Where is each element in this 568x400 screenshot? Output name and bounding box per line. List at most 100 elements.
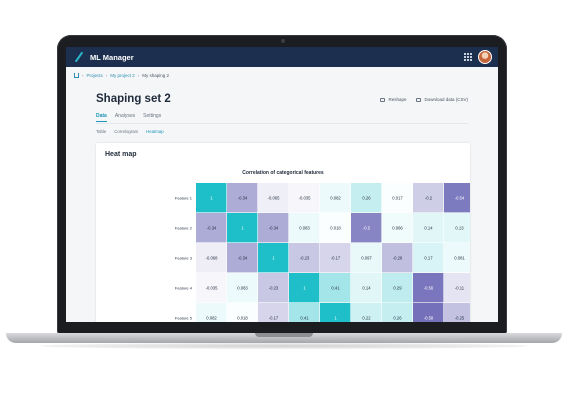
reshape-button[interactable]: Reshape [380,97,406,102]
heatmap-cell [320,273,351,303]
cell-value: -0.5 [363,226,371,231]
tab-analyses[interactable]: Analyses [114,113,136,119]
download-icon [416,97,422,102]
app-logo-icon[interactable] [74,52,84,62]
page-title: Shaping set 2 [96,93,171,105]
page-actions: Reshape Download data (CSV) [380,97,468,102]
heatmap-cell [196,303,227,322]
laptop-base-notch [255,333,313,337]
heatmap-cell [258,273,289,303]
cell-value: -0.54 [455,196,465,201]
heatmap-cell [320,243,351,273]
heatmap-cell [413,183,444,213]
subtab-correlogram[interactable]: Correlogram [114,129,139,134]
heatmap-cell [258,243,289,273]
heatmap-cell [413,303,444,322]
cell-value: 0.066 [392,226,403,231]
heatmap-cell [351,303,382,322]
cell-value: -0.2 [425,196,433,201]
heatmap-cell [351,213,382,243]
heatmap-cell [289,243,320,273]
laptop-screen: ML Manager › Projects › My project 2 › M… [66,47,498,322]
heatmap-card: Heat map Correlation of categorical feat… [96,143,470,322]
cell-value: 1 [241,226,244,231]
cell-value: 0.097 [361,256,372,261]
cell-value: 0.14 [424,226,433,231]
user-avatar[interactable] [478,50,492,64]
download-csv-button[interactable]: Download data (CSV) [416,97,468,102]
cell-value: 0.26 [362,196,371,201]
chart-title: Correlation of categorical features [242,170,324,176]
subtab-table[interactable]: Table [96,129,107,134]
heatmap-cell [227,213,258,243]
tab-data[interactable]: Data [96,113,107,122]
row-label: Feature 4 [175,286,193,291]
heatmap-cell [382,243,413,273]
apps-grid-icon[interactable] [464,53,472,61]
heatmap-cell [227,273,258,303]
heatmap-cell [320,183,351,213]
heatmap-cell [196,243,227,273]
cell-value: -0.17 [331,256,341,261]
heatmap-cell [413,243,444,273]
card-title: Heat map [105,151,137,158]
cell-value: 0.41 [300,316,309,321]
heatmap-cell [320,213,351,243]
cell-value: 0.13 [455,226,464,231]
cell-value: -0.065 [268,196,281,201]
heatmap-cell [196,213,227,243]
heatmap-cell [351,183,382,213]
cell-value: -0.11 [455,286,465,291]
heatmap-cell [413,273,444,303]
cell-value: -0.34 [238,196,248,201]
heatmap-cell [444,243,470,273]
cell-value: -0.035 [206,286,219,291]
cell-value: 0.082 [330,196,341,201]
row-label: Feature 3 [175,256,193,261]
heatmap-cell [320,303,351,322]
cell-value: 0.018 [330,226,341,231]
cell-value: -0.34 [269,226,279,231]
reshape-icon [380,97,386,102]
cell-value: 0.017 [392,196,403,201]
heatmap-cell [351,273,382,303]
cell-value: 0.14 [362,286,371,291]
heatmap-cell [289,303,320,322]
heatmap-cell [413,213,444,243]
breadcrumb-current: My shaping 2 [142,72,170,78]
cell-value: 0.26 [393,316,402,321]
cell-value: 0.41 [331,286,340,291]
heatmap-cell [382,213,413,243]
tab-settings[interactable]: Settings [143,113,162,119]
heatmap-cell [289,273,320,303]
cell-value: 0.22 [362,316,371,321]
cell-value: 0.083 [299,226,310,231]
row-label: Feature 5 [175,316,193,321]
breadcrumb-link-project[interactable]: My project 2 [110,72,135,78]
heatmap-cell [444,303,470,322]
heatmap-cell [227,303,258,322]
subtab-heatmap[interactable]: Heatmap [146,129,164,134]
cell-value: 0.083 [237,286,248,291]
cell-value: 0.081 [454,256,465,261]
cell-value: 0.17 [424,256,433,261]
heatmap-cell [382,273,413,303]
cell-value: 0.082 [206,316,217,321]
cell-value: 0.018 [237,316,248,321]
cell-value: -0.58 [424,316,434,321]
app-title: ML Manager [90,52,134,62]
heatmap-chart: Correlation of categorical features Featu… [175,170,470,322]
heatmap-cell [289,213,320,243]
heatmap-cell [382,303,413,322]
tabs-divider [96,123,468,124]
heatmap-cell [227,243,258,273]
home-icon[interactable] [74,73,79,78]
row-label: Feature 1 [175,196,193,201]
cell-value: -0.25 [455,316,465,321]
laptop-camera [281,39,285,43]
breadcrumb-link-projects[interactable]: Projects [86,72,103,78]
heatmap-cell [382,183,413,213]
cell-value: 1 [272,256,275,261]
cell-value: 1 [210,196,213,201]
heatmap-cell [258,213,289,243]
